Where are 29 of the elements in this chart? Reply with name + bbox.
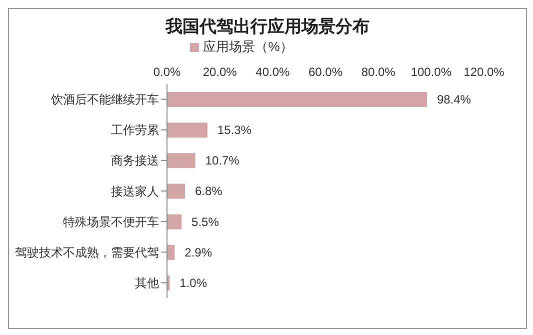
y-tick-label: 接送家人 xyxy=(111,184,159,198)
chart-title: 我国代驾出行应用场景分布 xyxy=(164,16,370,38)
y-tick-label: 商务接送 xyxy=(111,154,159,168)
bar xyxy=(167,92,427,107)
data-label: 1.0% xyxy=(180,276,208,290)
y-tick-label: 驾驶技术不成熟，需要代驾 xyxy=(15,245,159,260)
x-tick-label: 0.0% xyxy=(153,65,181,79)
bar xyxy=(167,244,175,260)
y-tick-label: 饮酒后不能继续开车 xyxy=(50,92,159,107)
y-tick-label: 其他 xyxy=(135,276,159,290)
bar xyxy=(167,122,208,138)
x-tick-label: 120.0% xyxy=(464,65,505,79)
data-label: 10.7% xyxy=(205,154,240,168)
legend-label: 应用场景（%） xyxy=(203,39,293,54)
data-label: 2.9% xyxy=(184,245,212,260)
x-tick-label: 60.0% xyxy=(308,65,343,79)
data-label: 98.4% xyxy=(436,92,472,106)
y-tick-label: 工作劳累 xyxy=(111,123,159,138)
x-tick-label: 100.0% xyxy=(410,65,452,79)
x-tick-label: 80.0% xyxy=(361,65,396,79)
bar xyxy=(167,184,185,199)
bar xyxy=(167,214,182,230)
data-label: 5.5% xyxy=(192,214,220,229)
x-tick-label: 40.0% xyxy=(256,65,290,79)
data-label: 15.3% xyxy=(217,123,252,138)
bar xyxy=(167,153,196,168)
y-tick-label: 特殊场景不便开车 xyxy=(63,214,159,229)
x-tick-label: 20.0% xyxy=(202,65,238,79)
data-label: 6.8% xyxy=(194,184,223,198)
